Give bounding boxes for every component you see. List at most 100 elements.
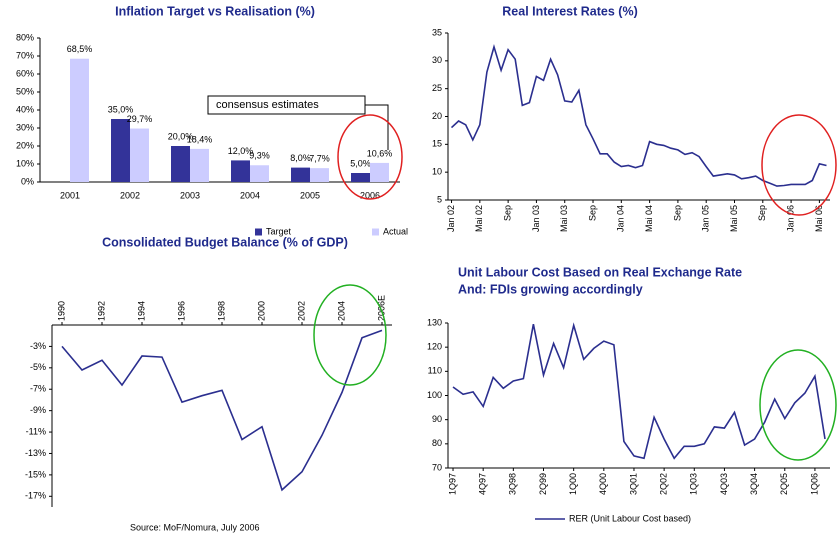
data-label: 68,5%: [67, 44, 93, 54]
bar: [310, 168, 329, 182]
legend-label: Target: [266, 226, 292, 236]
chart-title: Real Interest Rates (%): [502, 4, 637, 18]
x-tick-label: 2004: [336, 301, 346, 321]
x-tick-label: 2002: [296, 301, 306, 321]
y-tick-label: 70: [432, 462, 442, 472]
data-label: 10,6%: [367, 148, 393, 158]
y-tick-label: 25: [432, 83, 442, 93]
x-tick-label: 1Q00: [568, 473, 578, 495]
x-tick-label: 2005: [300, 190, 320, 200]
y-tick-label: 120: [427, 342, 442, 352]
legend-label: RER (Unit Labour Cost based): [569, 513, 691, 523]
x-tick-label: 2Q02: [659, 473, 669, 495]
line: [452, 322, 826, 460]
data-label: 7,7%: [309, 154, 330, 164]
x-tick-label: 2Q99: [538, 473, 548, 495]
data-label: 12,0%: [228, 146, 254, 156]
y-tick-label: 110: [428, 366, 442, 376]
highlight-circle: [761, 114, 837, 216]
y-tick-label: 80%: [16, 32, 34, 42]
x-tick-label: Mai 04: [644, 205, 654, 232]
y-tick-label: 0%: [21, 176, 34, 186]
x-tick-label: Mai 03: [559, 205, 569, 232]
x-tick-label: 3Q04: [749, 473, 759, 495]
y-tick-label: -3%: [30, 341, 46, 351]
bar: [70, 58, 89, 183]
x-tick-label: Sep: [503, 205, 513, 221]
y-tick-label: 20%: [16, 140, 34, 150]
legend-label: Actual: [383, 226, 408, 236]
x-tick-label: Jan 06: [785, 205, 795, 232]
bar: [250, 165, 269, 182]
y-tick-label: 5: [437, 194, 442, 204]
x-tick-label: 1990: [56, 301, 66, 321]
x-tick-label: 3Q01: [628, 473, 638, 495]
legend-swatch: [372, 228, 379, 236]
x-tick-label: Jan 05: [701, 205, 711, 232]
data-label: 9,3%: [249, 151, 270, 161]
x-tick-label: 2Q05: [779, 473, 789, 495]
source: Source: MoF/Nomura, July 2006: [130, 522, 260, 532]
y-tick-label: -15%: [25, 469, 46, 479]
x-tick-label: 2006: [360, 190, 380, 200]
x-tick-label: Sep: [757, 205, 767, 221]
x-tick-label: 2002: [120, 190, 140, 200]
x-tick-label: 3Q98: [508, 473, 518, 495]
chart-title: Inflation Target vs Realisation (%): [115, 4, 315, 18]
annotation-leader: [365, 104, 389, 150]
x-tick-label: Sep: [672, 205, 682, 221]
x-tick-label: Jan 03: [531, 205, 541, 232]
y-tick-label: 60%: [16, 68, 34, 78]
bar: [291, 167, 310, 182]
chart-title: Consolidated Budget Balance (% of GDP): [102, 235, 348, 249]
y-tick-label: -13%: [25, 448, 46, 458]
line: [61, 329, 383, 492]
y-tick-label: 70%: [16, 50, 34, 60]
y-tick-label: 50%: [16, 86, 34, 96]
data-label: 35,0%: [108, 104, 134, 114]
x-tick-label: 1Q03: [689, 473, 699, 495]
x-tick-label: 4Q97: [478, 473, 488, 495]
x-tick-label: Mai 02: [474, 205, 484, 232]
y-tick-label: -7%: [30, 384, 46, 394]
x-tick-label: Jan 02: [446, 205, 456, 232]
x-tick-label: 4Q03: [719, 473, 729, 495]
bar: [190, 148, 209, 182]
data-label: 29,7%: [127, 114, 153, 124]
data-label: 5,0%: [350, 158, 371, 168]
y-tick-label: 15: [432, 139, 442, 149]
bar: [231, 160, 250, 182]
y-tick-label: 10: [432, 167, 442, 177]
y-tick-label: -11%: [26, 426, 46, 436]
bar: [111, 119, 130, 182]
annotation: consensus estimates: [216, 99, 319, 111]
chart-title: Unit Labour Cost Based on Real Exchange …: [458, 265, 742, 279]
highlight-circle: [337, 114, 403, 200]
y-tick-label: 30%: [16, 122, 34, 132]
highlight-circle: [759, 349, 837, 461]
data-label: 20,0%: [168, 131, 194, 141]
marks: 0% 10% 20% 30% 40% 50% 60% 70% 80% 2001 2002 2003 20…: [16, 27, 830, 523]
y-tick-label: 10%: [16, 158, 34, 168]
y-tick-label: 30: [432, 55, 442, 65]
x-tick-label: Mai 06: [814, 205, 824, 232]
x-tick-label: 1992: [96, 301, 106, 321]
x-tick-label: 2003: [180, 190, 200, 200]
data-label: 18,4%: [187, 134, 213, 144]
x-tick-label: 2006E: [376, 295, 386, 321]
y-tick-label: -17%: [25, 491, 46, 501]
chart-subtitle: And: FDIs growing accordingly: [458, 282, 643, 296]
y-tick-label: 130: [427, 317, 442, 327]
x-tick-label: Sep: [587, 205, 597, 221]
y-tick-label: -5%: [30, 362, 46, 372]
y-tick-label: 35: [432, 27, 442, 37]
x-tick-label: 1Q06: [809, 473, 819, 495]
line: [450, 44, 827, 187]
x-tick-label: 1996: [176, 301, 186, 321]
bar: [370, 162, 389, 182]
x-tick-label: 1Q97: [447, 473, 457, 495]
x-tick-label: 2000: [256, 301, 266, 321]
x-tick-label: 2001: [60, 190, 80, 200]
y-tick-label: 80: [432, 438, 442, 448]
